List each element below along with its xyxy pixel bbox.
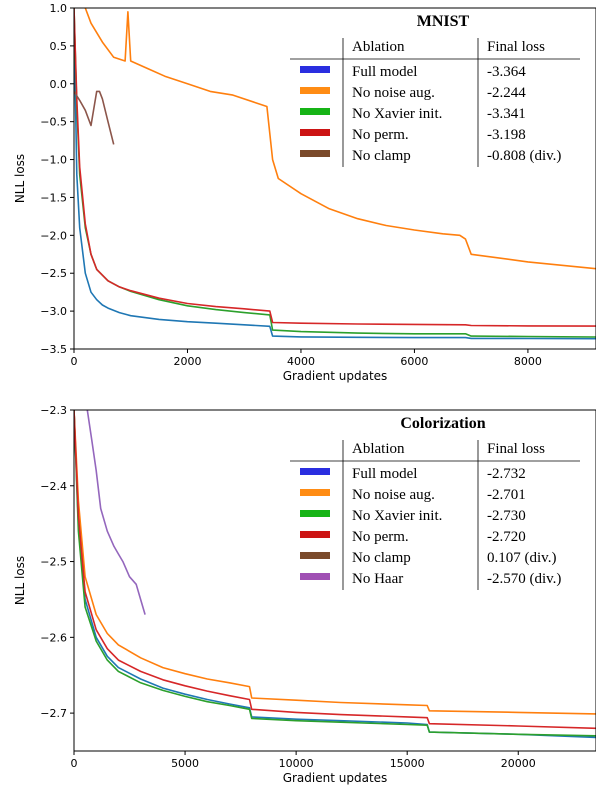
colorization-x-tick-label: 0 <box>71 757 78 770</box>
colorization-series-lines <box>74 410 596 739</box>
mnist-legend-name-no-xavier-init: No Xavier init. <box>352 106 442 122</box>
colorization-y-tick-label: −2.6 <box>40 631 67 644</box>
colorization-legend-rows: Full model -2.732 No noise aug. -2.701 No Xa… <box>300 466 561 587</box>
colorization-line-no-xavier-init <box>74 410 596 737</box>
colorization-panel: 0 5000 10000 15000 20000 −2.7−2.6−2.5−2.4−2.… <box>13 404 596 785</box>
colorization-legend-swatch-full-model <box>300 468 330 475</box>
mnist-legend-name-no-perm: No perm. <box>352 127 409 143</box>
mnist-y-tick-label: 0.5 <box>50 40 68 53</box>
colorization-legend-name-full-model: Full model <box>352 466 417 482</box>
colorization-legend-name-no-clamp: No clamp <box>352 550 411 566</box>
mnist-legend-final-loss-no-xavier-init: -3.341 <box>487 106 526 122</box>
mnist-x-tick-label: 0 <box>71 355 78 368</box>
colorization-legend-name-no-haar: No Haar <box>352 571 403 587</box>
mnist-x-axis-label: Gradient updates <box>283 369 388 383</box>
colorization-y-tick-label: −2.4 <box>40 480 67 493</box>
colorization-y-axis-label: NLL loss <box>13 556 27 605</box>
mnist-line-no-clamp <box>74 90 115 145</box>
colorization-legend-final-loss-no-noise-aug: -2.701 <box>487 487 526 503</box>
mnist-legend-name-full-model: Full model <box>352 64 417 80</box>
colorization-legend-swatch-no-clamp <box>300 552 330 559</box>
colorization-legend-final-loss-no-haar: -2.570 (div.) <box>487 571 561 587</box>
colorization-legend-swatch-no-haar <box>300 573 330 580</box>
mnist-y-tick-label: −1.0 <box>40 154 67 167</box>
mnist-y-tick-label: 1.0 <box>50 2 68 15</box>
mnist-y-axis-label: NLL loss <box>13 154 27 203</box>
colorization-line-full-model <box>74 410 596 739</box>
mnist-legend-header-ablation: Ablation <box>352 39 405 55</box>
mnist-x-tick-label: 6000 <box>400 355 428 368</box>
colorization-legend-table: Colorization Ablation Final loss Full mo… <box>290 415 580 590</box>
colorization-x-tick-label: 10000 <box>279 757 314 770</box>
colorization-legend-swatch-no-xavier-init <box>300 510 330 517</box>
mnist-legend-final-loss-no-noise-aug: -2.244 <box>487 85 526 101</box>
colorization-x-axis-label: Gradient updates <box>283 771 388 785</box>
colorization-legend-header-ablation: Ablation <box>352 441 405 457</box>
mnist-y-ticks: −3.5 −3.0 −2.5 −2.0 −1.5 −1.0 −0.5 0.0 0.5 1.0 <box>40 2 74 356</box>
colorization-legend-swatch-no-perm <box>300 531 330 538</box>
mnist-y-tick-label: −1.5 <box>40 191 67 204</box>
colorization-legend-final-loss-full-model: -2.732 <box>487 466 526 482</box>
colorization-y-tick-label: −2.3 <box>40 404 67 417</box>
mnist-legend-swatch-no-xavier-init <box>300 108 330 115</box>
mnist-legend-swatch-no-perm <box>300 129 330 136</box>
colorization-axes-frame <box>73 409 596 752</box>
mnist-legend-title: MNIST <box>417 13 470 30</box>
colorization-x-tick-label: 20000 <box>501 757 536 770</box>
mnist-legend-final-loss-full-model: -3.364 <box>487 64 526 80</box>
mnist-x-tick-label: 8000 <box>514 355 542 368</box>
mnist-axes-frame <box>73 7 596 350</box>
colorization-legend-final-loss-no-clamp: 0.107 (div.) <box>487 550 556 566</box>
mnist-line-no-noise-aug <box>84 8 596 270</box>
colorization-y-tick-label: −2.7 <box>40 707 67 720</box>
colorization-line-no-haar <box>86 410 146 615</box>
colorization-legend-name-no-noise-aug: No noise aug. <box>352 487 435 503</box>
mnist-legend-name-no-clamp: No clamp <box>352 148 411 164</box>
mnist-legend-swatch-full-model <box>300 66 330 73</box>
mnist-y-tick-label: 0.0 <box>50 78 68 91</box>
colorization-legend-final-loss-no-perm: -2.720 <box>487 529 526 545</box>
mnist-legend-table: MNIST Ablation Final loss Full model -3.3… <box>290 13 580 167</box>
mnist-y-tick-label: −0.5 <box>40 116 67 129</box>
mnist-x-tick-label: 2000 <box>173 355 201 368</box>
colorization-legend-header-final-loss: Final loss <box>487 441 545 457</box>
mnist-y-tick-label: −2.0 <box>40 229 67 242</box>
mnist-legend-name-no-noise-aug: No noise aug. <box>352 85 435 101</box>
mnist-line-no-perm <box>74 8 596 327</box>
colorization-line-no-perm <box>74 410 596 730</box>
colorization-y-ticks: −2.7 −2.6 −2.5 −2.4 −2.3 <box>40 404 74 720</box>
colorization-legend-name-no-perm: No perm. <box>352 529 409 545</box>
colorization-legend-swatch-no-noise-aug <box>300 489 330 496</box>
colorization-x-tick-label: 15000 <box>390 757 425 770</box>
mnist-x-tick-label: 4000 <box>287 355 315 368</box>
mnist-legend-final-loss-no-perm: -3.198 <box>487 127 526 143</box>
mnist-panel: 0 2000 4000 6000 8000 −3.5 −3.0 −2.5 −2.0 −1.5 −1… <box>13 2 596 383</box>
mnist-y-tick-label: −2.5 <box>40 267 67 280</box>
mnist-legend-header-final-loss: Final loss <box>487 39 545 55</box>
mnist-legend-rows: Full model -3.364 No noise aug. -2.244 No Xa… <box>300 64 561 164</box>
mnist-y-tick-label: −3.0 <box>40 305 67 318</box>
colorization-y-tick-label: −2.5 <box>40 556 67 569</box>
colorization-legend-title: Colorization <box>400 415 485 432</box>
mnist-legend-swatch-no-clamp <box>300 150 330 157</box>
mnist-line-no-xavier-init <box>74 8 596 338</box>
colorization-x-tick-label: 5000 <box>171 757 199 770</box>
mnist-line-full-model <box>74 15 596 340</box>
mnist-legend-final-loss-no-clamp: -0.808 (div.) <box>487 148 561 164</box>
colorization-legend-final-loss-no-xavier-init: -2.730 <box>487 508 526 524</box>
colorization-x-ticks: 0 5000 10000 15000 20000 <box>71 751 536 770</box>
colorization-legend-name-no-xavier-init: No Xavier init. <box>352 508 442 524</box>
mnist-x-ticks: 0 2000 4000 6000 8000 <box>71 349 542 368</box>
colorization-line-no-noise-aug <box>74 410 596 715</box>
mnist-y-tick-label: −3.5 <box>40 343 67 356</box>
mnist-series-lines <box>74 8 596 340</box>
mnist-legend-swatch-no-noise-aug <box>300 87 330 94</box>
